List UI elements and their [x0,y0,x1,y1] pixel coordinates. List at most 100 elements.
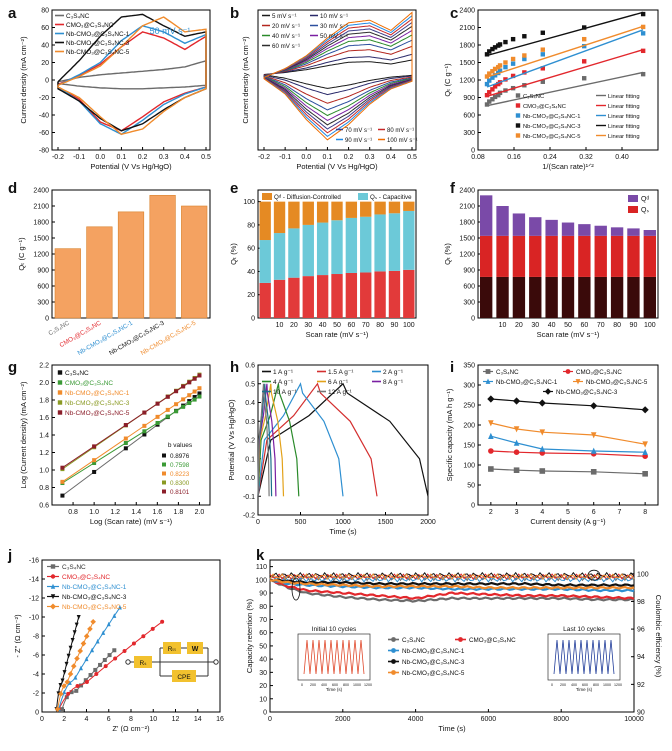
x-tick-label: 0.0 [301,154,311,161]
b-value-label: 0.8300 [170,480,190,487]
data-point [87,626,93,632]
data-point [503,60,508,65]
data-point [84,656,89,662]
x-tick-label: 0.3 [159,154,169,161]
legend-label: Nb-CMO₃@C₃S₄NC-5 [586,379,648,386]
legend-label: Nb-CMO₃@C₃S₄NC-3 [66,40,130,47]
y-tick-label: 300 [463,300,475,307]
x-tick-label: 4 [540,509,544,516]
bar [86,226,113,319]
panel-a: -0.2 -0.1 0.0 0.1 0.2 0.3 0.4 0.5 -80 -60 -40 -20 0 2… [19,8,211,172]
x-tick-label: 0.0 [95,154,105,161]
x-tick-label: 90 [391,322,399,329]
data-point [492,84,498,89]
inset-tick-label: 400 [571,683,577,687]
inset-tick-label: 1200 [614,683,622,687]
data-point [160,619,165,624]
legend-label: Nb-CMO₃@C₃S₄NC-5 [66,49,130,56]
legend-marker [544,388,552,395]
y-axis-title: Log (Current density) (mA cm⁻²) [19,381,28,488]
y-tick-label: 2.2 [39,363,49,370]
data-point [496,92,501,98]
legend-label: Nb-CMO₃@C₃S₄NC-1 [523,114,580,120]
data-point [640,11,646,17]
data-point [83,633,90,639]
bar-capacitive [288,228,300,278]
y-tick-label: 1.8 [39,398,49,405]
legend-label: C₃S₄NC [62,564,86,571]
x-tick-label: 0.3 [365,154,375,161]
y-tick-label: 0 [251,316,255,323]
data-point [488,420,494,427]
x-tick-label: 6 [107,716,111,723]
y-axis-title: Current density (mA cm⁻²) [19,36,28,124]
y-tick-label: 0 [471,503,475,510]
panel-label-a: a [8,5,17,22]
bar-qs [545,235,558,277]
data-point [640,31,646,36]
inset-axis-title: Time (s) [326,687,343,692]
data-point [484,52,490,57]
data-point [74,688,79,693]
x-axis-title: Scan rate (mV s⁻¹) [537,330,600,339]
y-tick-label: 0 [263,710,267,717]
data-point [72,630,77,635]
x-tick-label: 8 [129,716,133,723]
legend-label: CMO₃@C₃S₄NC [469,637,516,644]
fit-line [486,71,644,107]
data-point [174,402,179,407]
legend-label: Nb-CMO₃@C₃S₄NC-3 [65,400,130,407]
bar-capacitive-base [374,271,386,318]
retention-curve [269,578,635,603]
panel-e: 0 20 40 60 80 100 10 20 30 40 50 60 70 80 90 100 Scan ra… [229,189,417,339]
y-tick-label: -16 [29,558,39,565]
panel-i: 2 3 4 5 6 7 8 0 50 100 150 200 250 300 350 Current dens… [445,363,659,526]
bar-qd [578,224,591,236]
x-tick-label: 0.1 [323,154,333,161]
bar-qd [512,213,526,236]
data-point [150,626,155,631]
bar-capacitive [388,213,401,271]
y-tick-label: -10 [29,615,39,622]
gcd-curve [257,383,270,497]
bar-qs [643,235,656,277]
y-tick-label: -4 [33,672,39,679]
panel-label-e: e [230,180,238,197]
bar-qs-base [480,276,493,318]
y-tick-label: 1500 [33,236,49,243]
x-tick-label: 70 [597,322,605,329]
data-point [78,665,83,671]
panel-label-d: d [8,180,17,197]
retention-curve [269,578,635,600]
data-point [492,94,498,100]
data-point [69,690,74,695]
data-point [192,395,197,400]
legend-label: Linear fitting [608,94,640,100]
data-point [640,24,646,30]
bar-qs [480,235,493,277]
inset-tick-label: 1200 [364,683,372,687]
bar-qd [496,206,509,236]
x-axis-title: Z' (Ω cm⁻²) [112,724,150,733]
x-tick-label: 40 [548,322,556,329]
x-tick-label: 0.5 [201,154,211,161]
data-point [90,618,96,625]
y-tick-label: 60 [259,630,267,637]
y-tick-label: 1500 [459,236,475,243]
x-tick-label: 12 [172,716,180,723]
legend-label: 1 A g⁻¹ [273,369,294,376]
bar-qs-base [496,276,509,318]
y-axis-title: Current density (mA cm⁻²) [241,36,250,124]
y-tick-label: 90 [259,591,267,598]
bar-qs-base [594,276,607,318]
x-tick-label: 0.2 [344,154,354,161]
data-point [197,386,202,391]
bar-qs [512,235,526,277]
data-point [487,71,492,76]
legend-label: Nb-CMO₃@C₃S₄NC-5 [523,134,580,140]
legend-label: CMO₃@C₃S₄NC [65,380,113,387]
data-point [101,630,106,635]
fit-line [486,11,644,57]
legend-label: Nb-CMO₃@C₃S₄NC-1 [402,648,465,655]
data-point [174,389,179,394]
